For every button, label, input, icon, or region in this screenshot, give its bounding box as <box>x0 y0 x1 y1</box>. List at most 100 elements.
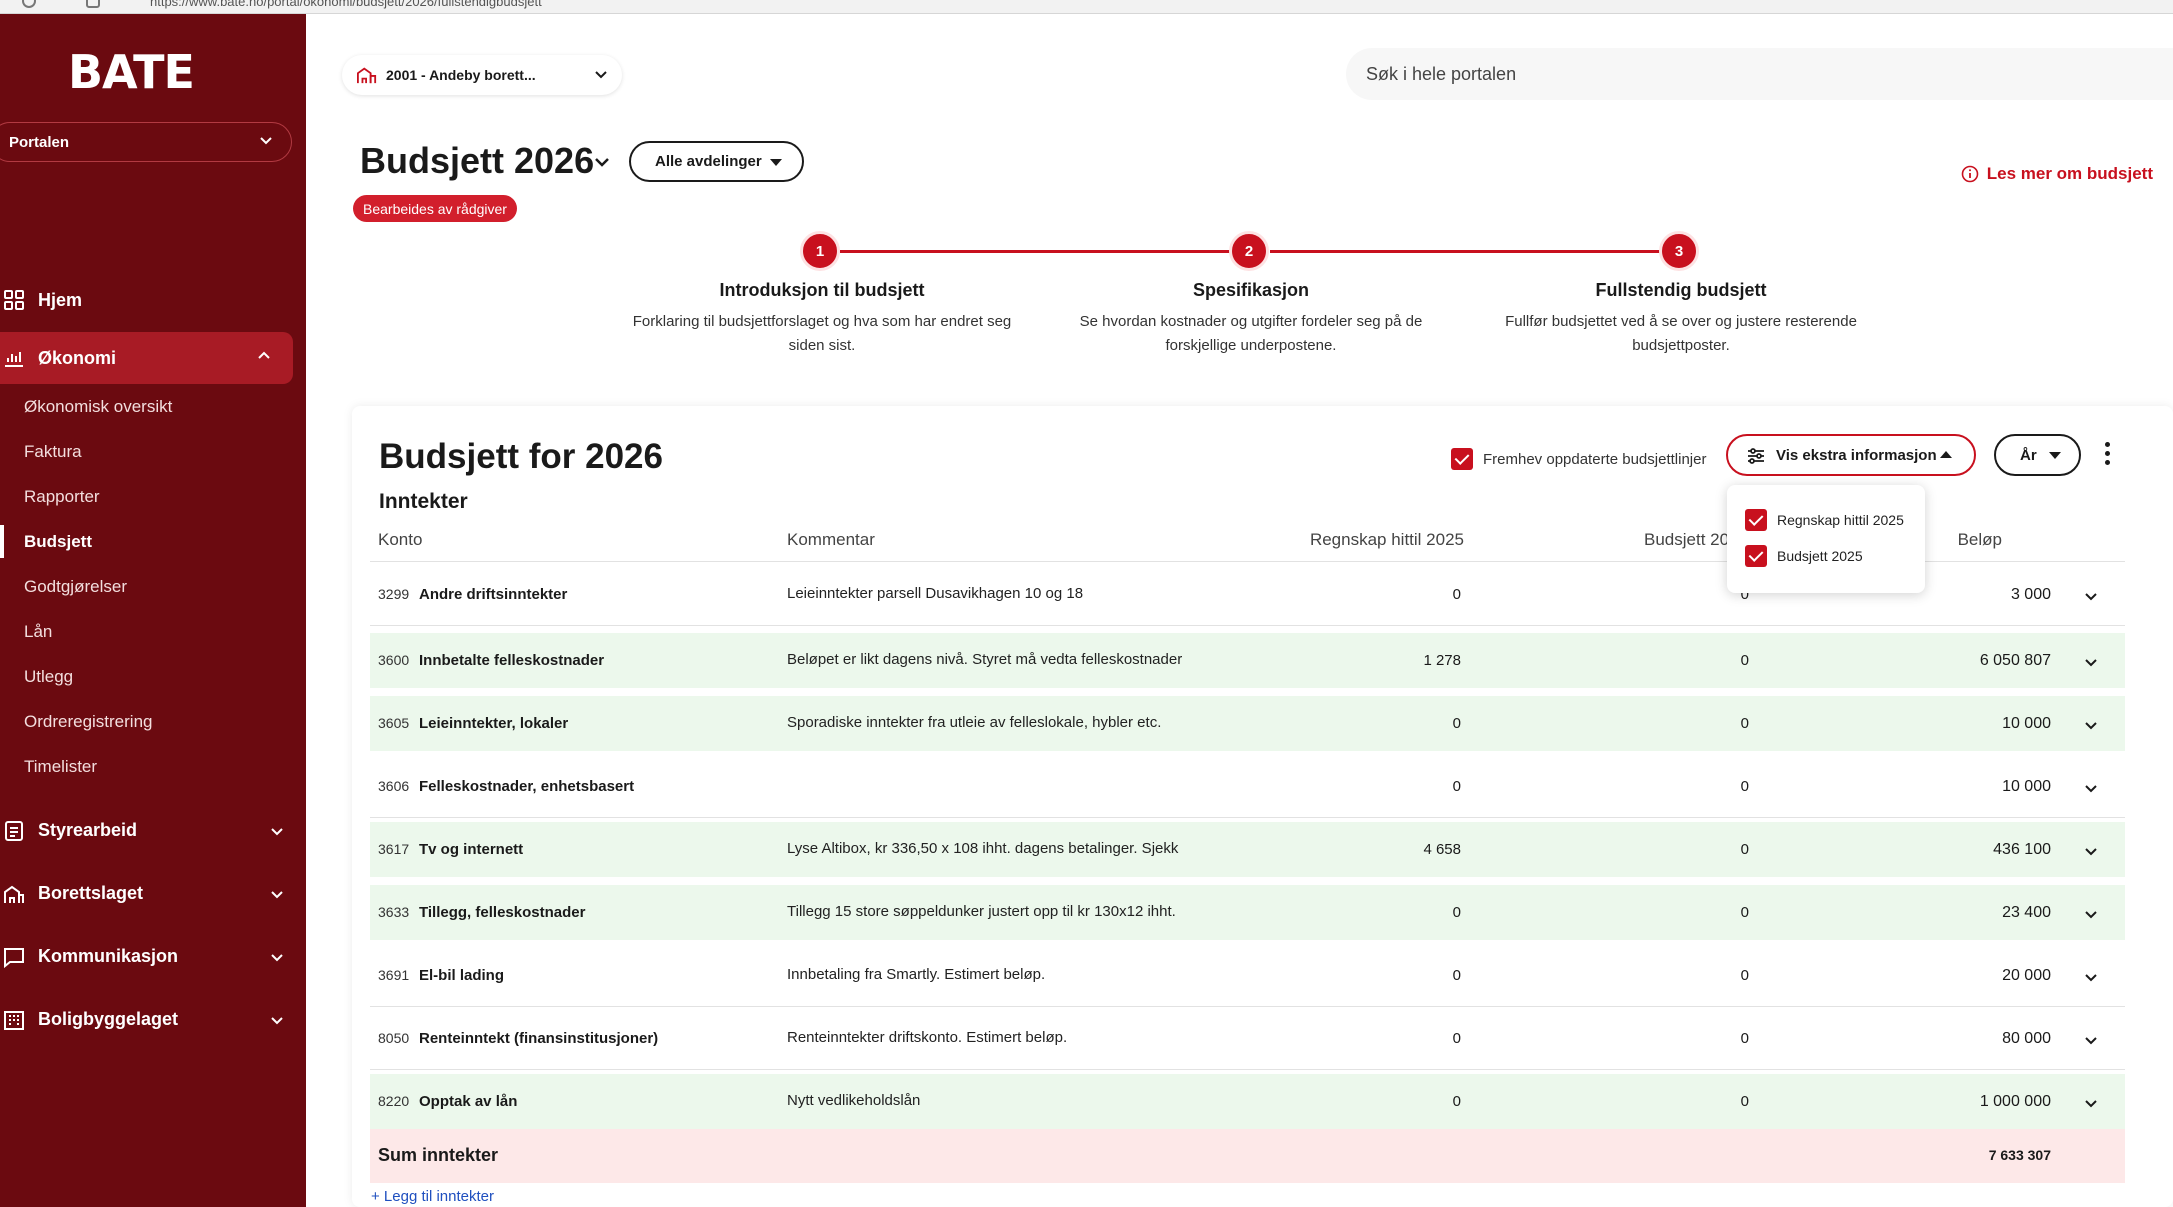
chevron-down-icon[interactable] <box>2083 843 2099 859</box>
account-code: 3691 <box>378 967 410 983</box>
chevron-down-icon[interactable] <box>592 152 612 172</box>
row-comment: Leieinntekter parsell Dusavikhagen 10 og… <box>787 585 1084 602</box>
sidebar-subitem-loans[interactable]: Lån <box>24 621 53 641</box>
chevron-down-icon[interactable] <box>2083 717 2099 733</box>
period-select-button[interactable]: År <box>1994 434 2081 476</box>
step-2-circle[interactable]: 2 <box>1229 231 1269 271</box>
sidebar-item-home[interactable]: Hjem <box>0 274 306 326</box>
sidebar-subitem-invoice[interactable]: Faktura <box>24 441 82 461</box>
chevron-down-icon <box>271 891 283 899</box>
step-3-description: Fullfør budsjettet ved å se over og just… <box>1505 313 1857 354</box>
apartment-icon <box>4 1011 24 1030</box>
dropdown-option-label: Regnskap hittil 2025 <box>1777 512 1904 528</box>
caret-down-icon <box>770 159 782 166</box>
chevron-down-icon[interactable] <box>2083 1095 2099 1111</box>
row-comment: Nytt vedlikeholdslån <box>787 1092 921 1109</box>
page-title: Budsjett 2026 <box>360 140 595 181</box>
read-more-label: Les mer om budsjett <box>1986 164 2153 183</box>
department-select-button[interactable]: Alle avdelinger <box>629 141 804 182</box>
portal-select[interactable]: Portalen <box>0 122 292 162</box>
dropdown-option-accounting[interactable]: Regnskap hittil 2025 <box>1745 509 1904 531</box>
accounting-value: 0 <box>1452 904 1461 921</box>
budget-value: 0 <box>1740 841 1749 858</box>
accounting-value: 0 <box>1452 1030 1461 1047</box>
sidebar-subitem-budget[interactable]: Budsjett <box>0 519 306 564</box>
bate-logo[interactable]: BATE <box>68 40 218 100</box>
more-options-icon[interactable] <box>2104 442 2112 469</box>
accounting-value: 0 <box>1452 778 1461 795</box>
budget-card-title: Budsjett for 2026 <box>379 437 663 476</box>
header-divider <box>370 561 2125 562</box>
chevron-down-icon[interactable] <box>2083 1032 2099 1048</box>
step-1-description: Forklaring til budsjettforslaget og hva … <box>632 313 1012 354</box>
building-icon <box>357 67 377 84</box>
sidebar-item-builder[interactable]: Boligbyggelaget <box>0 988 306 1051</box>
sum-row: Sum inntekter 7 633 307 <box>370 1129 2125 1183</box>
table-row[interactable]: 3605 Leieinntekter, lokaler Sporadiske inn… <box>370 696 2125 751</box>
accounting-value: 0 <box>1452 1093 1461 1110</box>
sidebar-subitem-reports[interactable]: Rapporter <box>24 486 100 506</box>
logo-text: BATE <box>68 45 194 99</box>
sidebar-subitem-overview[interactable]: Økonomisk oversikt <box>24 396 173 416</box>
checkbox-checked-icon[interactable] <box>1745 509 1767 531</box>
chevron-down-icon[interactable] <box>2083 906 2099 922</box>
site-info-icon[interactable] <box>86 0 100 8</box>
step-3-circle[interactable]: 3 <box>1659 231 1699 271</box>
sidebar-item-label: Økonomi <box>38 347 117 368</box>
amount-value: 10 000 <box>2002 715 2051 732</box>
step-2-title: Spesifikasjon <box>1192 280 1310 300</box>
table-row[interactable]: 3633 Tillegg, felleskostnader Tillegg 15 s… <box>370 885 2125 940</box>
checkbox-checked-icon[interactable] <box>1451 448 1473 470</box>
table-row[interactable]: 8220 Opptak av lån Nytt vedlikeholdslån 0 0 1… <box>370 1074 2125 1129</box>
account-name: Felleskostnader, enhetsbasert <box>419 778 635 795</box>
sidebar-item-economy[interactable]: Økonomi <box>0 332 293 384</box>
read-more-link[interactable]: Les mer om budsjett <box>1961 164 2153 184</box>
table-row[interactable]: 3617 Tv og internett Lyse Altibox, kr 336,… <box>370 822 2125 877</box>
sidebar-subitem-timesheets[interactable]: Timelister <box>24 756 98 776</box>
account-code: 8050 <box>378 1030 410 1046</box>
checkbox-checked-icon[interactable] <box>1745 545 1767 567</box>
amount-value: 1 000 000 <box>1979 1093 2051 1110</box>
search-input[interactable]: Søk i hele portalen <box>1346 48 2173 100</box>
sum-value: 7 633 307 <box>1988 1147 2051 1163</box>
chevron-down-icon[interactable] <box>2083 969 2099 985</box>
table-row[interactable]: 3691 El-bil lading Innbetaling fra Smartly… <box>370 948 2125 1007</box>
table-row[interactable]: 3299 Andre driftsinntekter Leieinntekter p… <box>370 567 2125 626</box>
add-income-link[interactable]: + Legg til inntekter <box>371 1188 494 1205</box>
table-row[interactable]: 3606 Felleskostnader, enhetsbasert 0 0 10 00… <box>370 759 2125 818</box>
dropdown-option-label: Budsjett 2025 <box>1777 548 1863 564</box>
sidebar-subitem-expenses[interactable]: Utlegg <box>24 666 74 686</box>
estate-name: 2001 - Andeby borett... <box>386 67 536 83</box>
sidebar-subitem-compensation[interactable]: Godtgjørelser <box>24 576 127 596</box>
sidebar-item-board[interactable]: Styrearbeid <box>0 799 306 862</box>
chevron-down-icon <box>271 1017 283 1025</box>
table-row[interactable]: 3600 Innbetalte felleskostnader Beløpet er… <box>370 633 2125 688</box>
sidebar-subitem-orders[interactable]: Ordreregistrering <box>24 711 153 731</box>
clipboard-icon <box>5 821 23 841</box>
status-badge: Bearbeides av rådgiver <box>353 195 517 222</box>
amount-value: 3 000 <box>2010 586 2051 603</box>
step-1-circle[interactable]: 1 <box>800 231 840 271</box>
chat-icon <box>4 948 24 969</box>
chevron-down-icon[interactable] <box>2083 654 2099 670</box>
chevron-down-icon <box>260 137 272 145</box>
chevron-down-icon[interactable] <box>2083 780 2099 796</box>
table-row[interactable]: 8050 Renteinntekt (finansinstitusjoner) Re… <box>370 1011 2125 1070</box>
building-icon <box>4 885 24 903</box>
extra-info-dropdown: Regnskap hittil 2025 Budsjett 2025 <box>1727 485 1925 593</box>
reload-icon[interactable] <box>22 0 36 8</box>
highlight-updated-toggle[interactable]: Fremhev oppdaterte budsjettlinjer <box>1451 448 1706 470</box>
estate-selector[interactable]: 2001 - Andeby borett... <box>342 55 622 95</box>
browser-url-bar[interactable]: https://www.bate.no/portal/okonomi/budsj… <box>0 0 2173 14</box>
chevron-down-icon[interactable] <box>2083 588 2099 604</box>
row-comment: Innbetaling fra Smartly. Estimert beløp. <box>787 966 1046 983</box>
sidebar-item-communication[interactable]: Kommunikasjon <box>0 925 306 988</box>
show-extra-info-button[interactable]: Vis ekstra informasjon <box>1726 434 1976 476</box>
account-code: 8220 <box>378 1093 410 1109</box>
sidebar-item-housing[interactable]: Borettslaget <box>0 862 306 925</box>
sidebar: BATE Portalen Hjem Økonomi Økonomisk ove… <box>0 14 306 1207</box>
account-name: Opptak av lån <box>419 1093 518 1110</box>
row-comment: Lyse Altibox, kr 336,50 x 108 ihht. dage… <box>787 840 1179 857</box>
dropdown-option-budget[interactable]: Budsjett 2025 <box>1745 545 1863 567</box>
chevron-down-icon <box>595 71 607 79</box>
